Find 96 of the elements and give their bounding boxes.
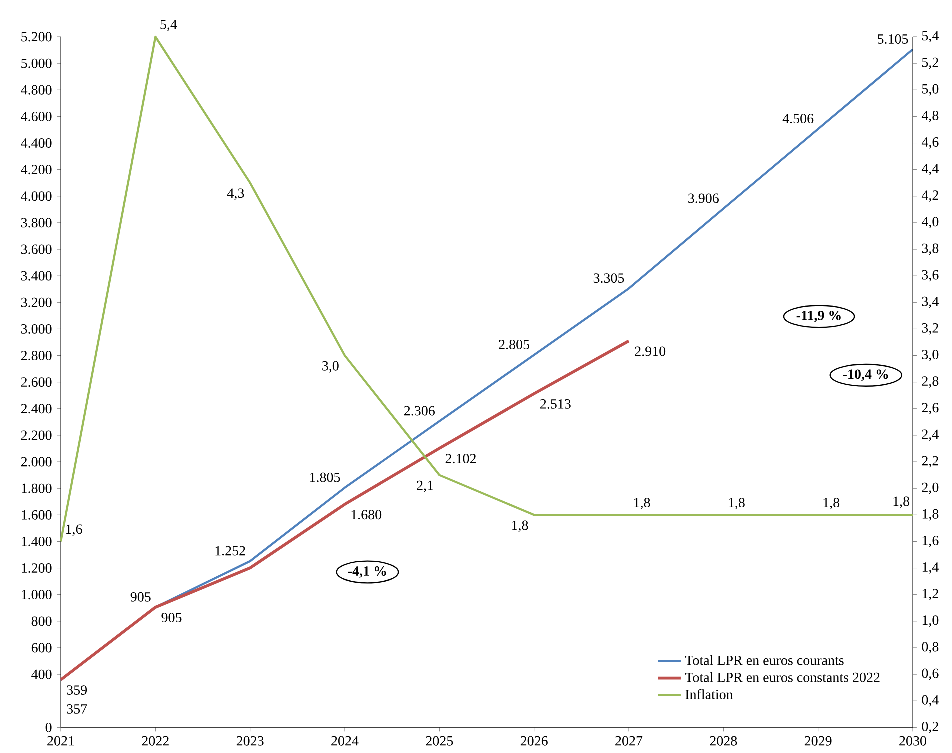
y2-tick-label: 2,8 (922, 376, 939, 388)
y-tick-label: 2.800 (21, 351, 52, 361)
y-tick-label: 1.000 (22, 590, 52, 600)
data-label: 1.252 (216, 546, 246, 556)
y2-tick-label: 3,6 (922, 270, 939, 282)
y2-tick-label: 4,4 (922, 164, 939, 176)
y-tick-label: 1.400 (22, 536, 52, 546)
y-tick-label: 4.400 (21, 138, 52, 148)
y2-tick-label: 1,0 (922, 616, 939, 628)
y-tick-label: 4.600 (21, 112, 52, 122)
y2-tick-label: 5,2 (922, 58, 938, 70)
y2-tick-label: 5,4 (922, 31, 939, 43)
y2-tick-label: 0,8 (922, 642, 939, 654)
data-label: 4,3 (228, 188, 244, 200)
y-tick-label: 2.200 (21, 430, 52, 440)
y-tick-label: 4.000 (21, 192, 52, 202)
y2-tick-label: 1,6 (922, 536, 939, 548)
data-label: 1,8 (634, 498, 650, 510)
data-label: 4.506 (782, 114, 814, 124)
y2-tick-label: 0,6 (922, 668, 939, 680)
y2-tick-label: 3,8 (922, 244, 939, 256)
y-tick-label: 3.400 (21, 271, 52, 281)
y2-tick-label: 4,0 (922, 217, 939, 229)
data-label: 2.805 (499, 340, 530, 350)
data-label: 2.102 (446, 454, 476, 464)
y-tick-label: 3.000 (21, 324, 52, 334)
y-tick-label: 2.600 (21, 378, 52, 388)
data-label: 2,1 (417, 480, 434, 492)
y-tick-label: 1.200 (22, 564, 52, 574)
y-tick-label: 5.000 (22, 58, 52, 68)
x-tick-label: 2021 (48, 736, 74, 746)
x-tick-label: 2022 (142, 736, 169, 746)
y2-tick-label: 2,6 (922, 403, 939, 415)
data-label: 3.305 (594, 274, 624, 284)
data-label: 1,8 (512, 520, 528, 532)
y-tick-label: 2.400 (21, 404, 52, 414)
y-tick-label: 1.800 (22, 484, 52, 494)
annotation: -4,1 % (348, 566, 386, 578)
y2-tick-label: 0,4 (922, 695, 939, 707)
data-label: 357 (67, 704, 88, 714)
annotation: -11,9 % (796, 310, 841, 322)
x-tick-label: 2024 (332, 736, 359, 746)
data-label: 905 (162, 613, 182, 623)
data-label: 5.105 (878, 34, 908, 44)
x-tick-label: 2026 (520, 736, 548, 746)
data-label: 2.513 (540, 399, 571, 409)
data-label: 1.805 (310, 472, 340, 482)
y2-tick-label: 4,2 (922, 190, 938, 202)
y-tick-label: 600 (32, 643, 52, 653)
data-label: 1,8 (729, 498, 745, 510)
data-label: 3,0 (322, 361, 339, 373)
x-tick-label: 2028 (710, 736, 738, 746)
y2-tick-label: 1,2 (922, 589, 938, 601)
data-label: 359 (67, 686, 88, 695)
data-label: 2.306 (404, 406, 435, 416)
x-tick-label: 2029 (804, 736, 832, 746)
y2-tick-label: 0,2 (922, 722, 938, 734)
line-series (60, 340, 630, 682)
data-label: 5,4 (160, 20, 178, 32)
y2-tick-label: 2,2 (922, 456, 938, 468)
x-tick-label: 2025 (426, 736, 454, 746)
y-tick-label: 4.800 (21, 85, 52, 95)
y-tick-label: 1.600 (22, 510, 52, 520)
data-label: 3.906 (688, 194, 719, 204)
y-tick-label: 0 (46, 722, 52, 732)
y2-tick-label: 2,4 (922, 430, 939, 442)
y-tick-label: 800 (32, 616, 52, 626)
y2-tick-label: 1,4 (922, 562, 939, 574)
data-label: 905 (130, 592, 151, 602)
y-tick-label: 3.200 (21, 298, 52, 308)
y-tick-label: 2.000 (21, 457, 52, 467)
x-tick-label: 2027 (616, 736, 643, 746)
x-tick-label: 2030 (900, 736, 926, 746)
y-tick-label: 4.200 (21, 165, 52, 175)
y2-tick-label: 3,0 (922, 350, 939, 362)
y-tick-label: 3.600 (21, 244, 52, 254)
y-tick-label: 400 (32, 670, 52, 680)
y2-tick-label: 3,2 (922, 324, 938, 335)
y2-tick-label: 1,8 (922, 509, 939, 521)
y2-tick-label: 5,0 (922, 84, 939, 96)
legend-label: Inflation (686, 690, 734, 700)
y2-tick-label: 4,6 (922, 138, 939, 149)
data-label: 1,8 (894, 496, 910, 508)
y2-tick-label: 4,8 (922, 110, 939, 122)
data-label: 1,6 (66, 524, 82, 536)
data-label: 1.680 (352, 510, 382, 520)
annotation: -10,4 % (843, 370, 888, 382)
y-tick-label: 5.200 (22, 32, 52, 42)
data-label: 2.910 (635, 346, 666, 356)
x-tick-label: 2023 (236, 736, 264, 746)
legend-label: Total LPR en euros courants (685, 655, 844, 666)
data-label: 1,8 (824, 498, 840, 510)
y-tick-label: 3.800 (21, 218, 52, 228)
y2-tick-label: 2,0 (922, 482, 939, 494)
y2-tick-label: 3,4 (922, 296, 939, 308)
legend-label: Total LPR en euros constants 2022 (685, 672, 880, 682)
